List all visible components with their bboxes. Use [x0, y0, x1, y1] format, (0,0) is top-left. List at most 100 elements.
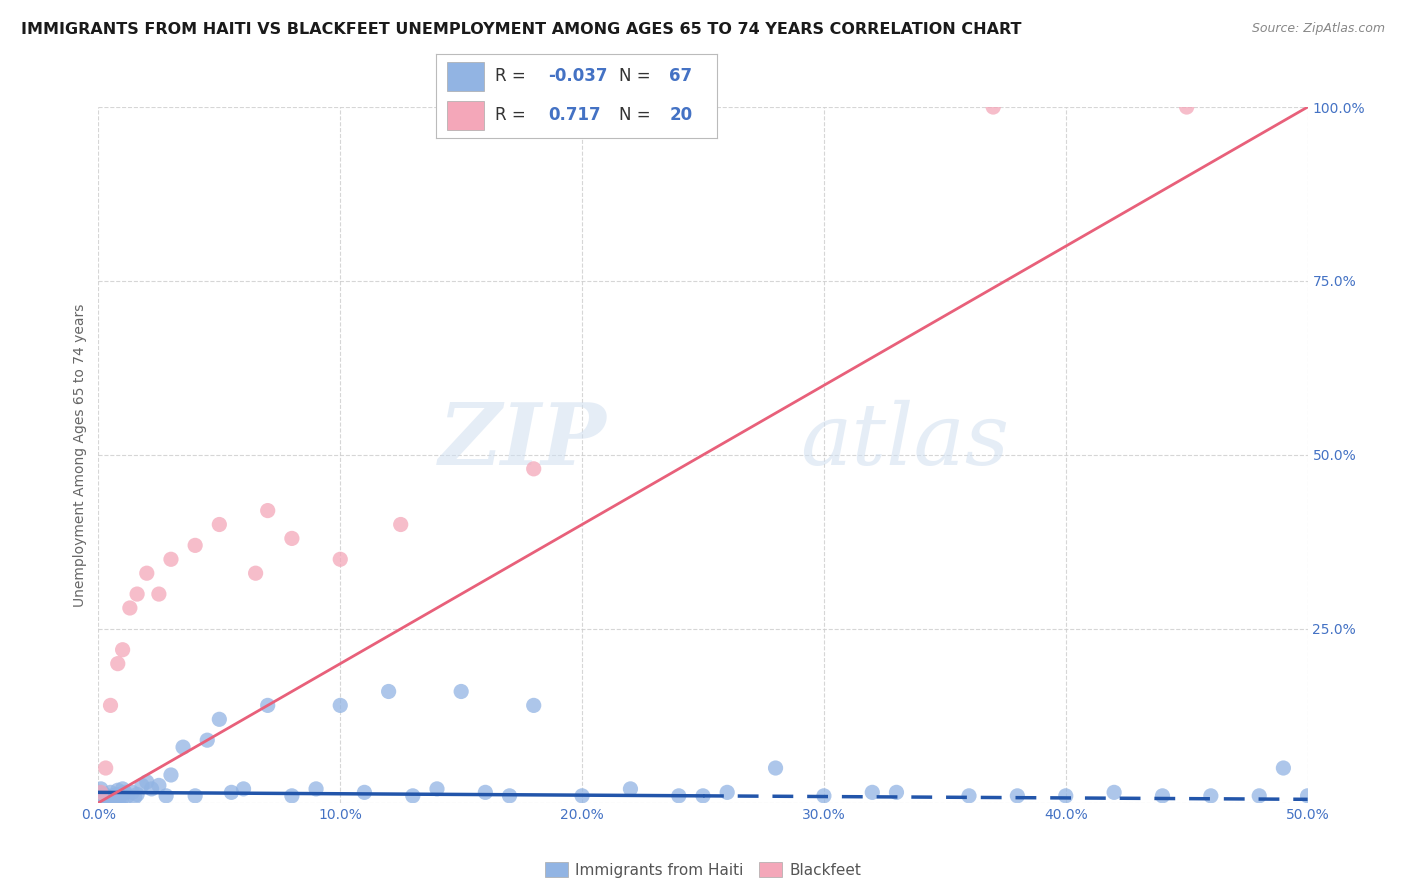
Point — [131, 778, 153, 792]
Point — [957, 789, 980, 803]
Text: 67: 67 — [669, 68, 692, 86]
Point — [498, 789, 520, 803]
Point — [118, 601, 141, 615]
Point — [402, 789, 425, 803]
Point — [160, 768, 183, 782]
Point — [184, 789, 207, 803]
Point — [108, 794, 131, 808]
Point — [571, 789, 593, 803]
Point — [523, 462, 546, 476]
Point — [305, 781, 328, 796]
Text: IMMIGRANTS FROM HAITI VS BLACKFEET UNEMPLOYMENT AMONG AGES 65 TO 74 YEARS CORREL: IMMIGRANTS FROM HAITI VS BLACKFEET UNEMP… — [21, 22, 1022, 37]
Point — [148, 778, 170, 792]
Point — [329, 552, 352, 566]
Point — [103, 790, 125, 805]
Text: Source: ZipAtlas.com: Source: ZipAtlas.com — [1251, 22, 1385, 36]
Point — [1249, 789, 1271, 803]
Point — [474, 785, 496, 799]
Point — [97, 794, 120, 808]
Text: -0.037: -0.037 — [548, 68, 607, 86]
Point — [208, 712, 231, 726]
Point — [100, 698, 122, 713]
Point — [1152, 789, 1174, 803]
Point — [692, 789, 714, 803]
Point — [91, 790, 114, 805]
Point — [117, 789, 139, 803]
Point — [111, 781, 134, 796]
Point — [256, 503, 278, 517]
Y-axis label: Unemployment Among Ages 65 to 74 years: Unemployment Among Ages 65 to 74 years — [73, 303, 87, 607]
Point — [114, 785, 136, 799]
Point — [105, 788, 128, 802]
Legend: Immigrants from Haiti, Blackfeet: Immigrants from Haiti, Blackfeet — [537, 855, 869, 886]
Point — [104, 792, 127, 806]
Point — [172, 740, 194, 755]
Point — [96, 789, 118, 803]
Text: R =: R = — [495, 68, 531, 86]
Point — [1272, 761, 1295, 775]
Point — [232, 781, 254, 796]
Point — [1296, 789, 1319, 803]
Point — [1102, 785, 1125, 799]
Point — [90, 785, 112, 799]
Point — [860, 785, 883, 799]
Point — [1054, 789, 1077, 803]
Point — [148, 587, 170, 601]
Point — [100, 792, 122, 806]
Point — [111, 642, 134, 657]
Point — [353, 785, 375, 799]
Text: ZIP: ZIP — [439, 400, 606, 483]
Text: 20: 20 — [669, 106, 692, 124]
Point — [426, 781, 449, 796]
Point — [155, 789, 177, 803]
Point — [1007, 789, 1029, 803]
Text: N =: N = — [619, 68, 655, 86]
Point — [389, 517, 412, 532]
Point — [124, 790, 146, 805]
FancyBboxPatch shape — [447, 62, 484, 91]
Point — [160, 552, 183, 566]
Point — [765, 761, 787, 775]
Point — [91, 789, 114, 803]
Point — [329, 698, 352, 713]
Text: R =: R = — [495, 106, 531, 124]
Point — [619, 781, 641, 796]
Point — [121, 785, 143, 799]
Text: atlas: atlas — [800, 400, 1010, 483]
Point — [668, 789, 690, 803]
Point — [716, 785, 738, 799]
Point — [1175, 100, 1198, 114]
Point — [1199, 789, 1222, 803]
Point — [245, 566, 267, 581]
Point — [377, 684, 399, 698]
Point — [94, 792, 117, 806]
Point — [450, 684, 472, 698]
Point — [184, 538, 207, 552]
Point — [108, 789, 131, 803]
Point — [127, 788, 149, 802]
Point — [813, 789, 835, 803]
Point — [141, 781, 163, 796]
Text: 0.717: 0.717 — [548, 106, 600, 124]
Point — [221, 785, 243, 799]
Point — [195, 733, 218, 747]
FancyBboxPatch shape — [447, 101, 484, 130]
Point — [281, 789, 304, 803]
Point — [101, 789, 124, 803]
Point — [93, 788, 115, 802]
Point — [886, 785, 908, 799]
Point — [98, 790, 121, 805]
Point — [110, 792, 132, 806]
Point — [208, 517, 231, 532]
Point — [90, 781, 112, 796]
Point — [981, 100, 1004, 114]
Point — [135, 566, 157, 581]
Point — [100, 785, 122, 799]
Point — [89, 785, 111, 799]
Point — [256, 698, 278, 713]
Point — [94, 761, 117, 775]
Point — [127, 587, 149, 601]
Point — [281, 532, 304, 546]
Point — [107, 657, 129, 671]
Point — [135, 775, 157, 789]
